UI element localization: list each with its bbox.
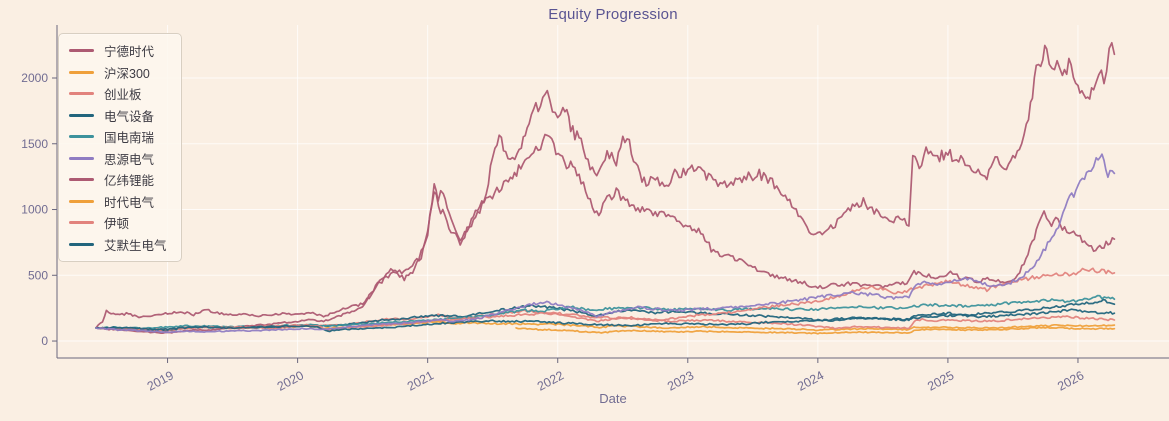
legend-item-8[interactable]: 伊顿	[69, 212, 167, 234]
legend-item-label: 创业板	[104, 88, 142, 103]
legend-item-9[interactable]: 艾默生电气	[69, 234, 167, 256]
legend-item-1[interactable]: 沪深300	[69, 62, 167, 84]
legend-item-3[interactable]: 电气设备	[69, 105, 167, 127]
legend-item-label: 伊顿	[104, 217, 130, 232]
series-line-0	[95, 41, 1116, 329]
x-axis-tick-label: 2023	[665, 368, 696, 393]
legend-line-swatch	[69, 70, 94, 74]
legend-line-swatch	[69, 135, 94, 139]
legend-line-swatch	[69, 49, 94, 53]
x-axis-tick-label: 2025	[925, 368, 956, 393]
legend-item-label: 时代电气	[104, 195, 155, 210]
legend-item-5[interactable]: 思源电气	[69, 148, 167, 170]
x-axis-tick-label: 2026	[1055, 368, 1086, 393]
legend-item-2[interactable]: 创业板	[69, 83, 167, 105]
series-line-8	[95, 267, 1116, 332]
series-line-4	[95, 294, 1116, 330]
legend-item-label: 沪深300	[104, 66, 150, 81]
x-axis-tick-label: 2020	[275, 368, 306, 393]
legend-item-7[interactable]: 时代电气	[69, 191, 167, 213]
legend-line-swatch	[69, 113, 94, 117]
series-line-6	[95, 133, 1116, 334]
y-axis-tick-label: 0	[41, 334, 48, 348]
legend-item-label: 亿纬锂能	[104, 174, 155, 189]
legend-line-swatch	[69, 92, 94, 96]
legend-line-swatch	[69, 242, 94, 246]
legend-item-4[interactable]: 国电南瑞	[69, 126, 167, 148]
legend-line-swatch	[69, 199, 94, 203]
legend-line-swatch	[69, 178, 94, 182]
x-axis-tick-label: 2022	[535, 368, 566, 393]
legend-item-label: 宁德时代	[104, 45, 155, 60]
x-axis-title: Date	[599, 391, 627, 406]
series-line-9	[95, 308, 1116, 333]
legend-item-0[interactable]: 宁德时代	[69, 40, 167, 62]
legend-item-label: 艾默生电气	[104, 238, 167, 253]
y-axis-tick-label: 2000	[21, 71, 48, 85]
y-axis-tick-label: 500	[28, 268, 48, 282]
chart-legend: 宁德时代沪深300 创业板电气设备国电南瑞思源电气亿纬锂能时代电气伊顿艾默生电气	[58, 33, 182, 262]
legend-line-swatch	[69, 221, 94, 225]
series-line-7	[515, 326, 1116, 335]
chart-title: Equity Progression	[548, 6, 678, 23]
legend-item-label: 电气设备	[104, 109, 155, 124]
x-axis-tick-label: 2019	[145, 368, 176, 393]
x-axis-tick-label: 2021	[405, 368, 436, 393]
legend-line-swatch	[69, 156, 94, 160]
series-line-5	[95, 153, 1116, 334]
legend-item-label: 国电南瑞	[104, 131, 155, 146]
legend-item-label: 思源电气	[104, 152, 155, 167]
y-axis-tick-label: 1500	[21, 137, 48, 151]
legend-item-6[interactable]: 亿纬锂能	[69, 169, 167, 191]
x-axis-tick-label: 2024	[795, 368, 826, 393]
y-axis-tick-label: 1000	[21, 203, 48, 217]
